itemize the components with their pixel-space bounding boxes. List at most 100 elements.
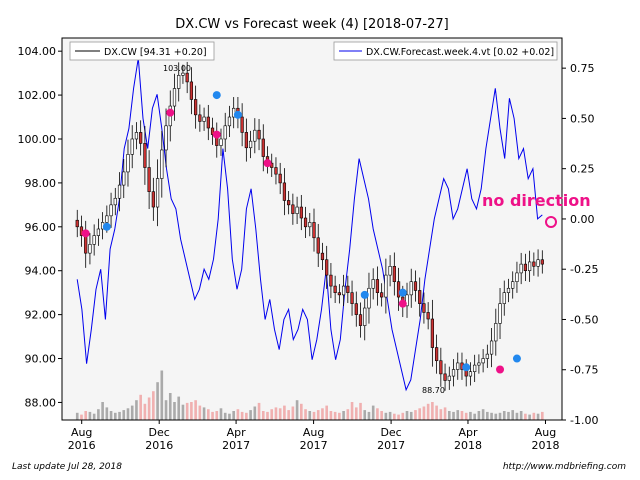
volume-bar [177,396,181,420]
y-left-tick-label: 102.00 [18,89,57,102]
x-tick-label-month: Apr [227,426,247,439]
candle-body [426,312,430,320]
candle-body [325,259,329,276]
candle-body [363,307,367,326]
buy-signal-marker [462,363,471,372]
y-right-tick-label: -0.25 [570,263,598,276]
volume-bar [240,411,244,420]
legend-right-label: DX.CW.Forecast.week.4.vt [0.02 +0.02] [366,47,554,58]
candle-body [177,75,181,89]
candle-body [540,259,544,265]
candle-body [506,287,511,293]
candle-body [160,149,164,179]
candle-body [248,140,253,149]
volume-bar [431,402,434,420]
candle-body [223,125,227,140]
candle-body [219,138,223,146]
candle-body [375,279,380,293]
candle-body [456,362,460,370]
candle-body [443,373,447,381]
volume-bar [498,412,502,420]
volume-bar [397,414,400,420]
candle-body [346,285,350,293]
volume-bar [266,411,269,420]
volume-bar [439,409,443,420]
volume-bar [338,412,341,420]
volume-bar [228,413,231,420]
candle-body [88,244,92,254]
y-right-tick-label: 0.50 [570,112,595,125]
volume-bar [249,410,252,420]
volume-bar [418,408,422,420]
candle-body [274,167,278,175]
volume-bar [198,405,202,420]
x-tick-label-month: Dec [380,426,401,439]
candle-body [329,274,333,287]
volume-bar [274,407,278,420]
y-left-tick-label: 98.00 [25,177,57,190]
volume-bar [190,402,193,420]
candle-body [528,261,532,272]
volume-bar [135,400,138,420]
sell-signal-marker [496,365,505,374]
no-direction-label: no direction [482,191,591,210]
chart-title: DX.CW vs Forecast week (4) [2018-07-27] [175,17,448,32]
candle-body [164,125,168,151]
x-tick-label-year: 2017 [222,439,250,452]
x-tick-label-month: Apr [458,426,478,439]
volume-bar [139,394,142,420]
volume-bar [422,406,426,420]
candle-body [333,285,337,293]
volume-bar [511,410,515,420]
x-tick-label-year: 2016 [145,439,173,452]
candle-body [303,217,308,228]
volume-bar [490,412,493,420]
candle-body [126,154,130,173]
x-tick-label-year: 2018 [531,439,559,452]
volume-bar [502,411,506,420]
buy-signal-marker [360,290,369,299]
candle-body [358,314,363,326]
candle-body [434,347,439,362]
volume-bar [367,411,371,420]
sell-signal-marker [81,229,90,238]
candle-body [143,143,147,168]
volume-bar [160,370,164,420]
y-right-tick-label: -1.00 [570,414,598,427]
volume-bar [164,400,168,420]
volume-bar [486,411,489,420]
candle-body [155,178,160,208]
volume-bar [211,411,214,420]
volume-bar [354,407,358,420]
candle-body [227,116,232,127]
x-tick-label-year: 2017 [300,439,328,452]
source-url[interactable]: http://www.mdbriefing.com [502,462,626,472]
candle-body [151,191,155,208]
volume-bar [528,414,531,420]
candle-body [354,303,358,315]
candle-body [502,292,506,304]
volume-bar [384,412,388,420]
candle-body [194,99,198,116]
candle-body [257,129,261,140]
volume-bar [507,411,510,420]
volume-bar [536,413,540,420]
candle-body [278,173,282,184]
volume-bar [194,400,197,420]
candle-body [489,340,494,355]
volume-bar [173,402,176,420]
candle-body [253,129,257,142]
candle-body [337,292,341,296]
volume-bar [316,410,320,420]
candle-body [371,279,375,289]
candle-body [147,167,151,192]
candle-body [341,285,346,296]
volume-bar [524,413,527,420]
x-tick-label-month: Aug [71,426,92,439]
candle-body [498,303,502,324]
volume-bar [401,412,405,420]
candle-body [109,204,113,217]
volume-bar [409,411,413,420]
candle-body [202,116,206,122]
y-left-tick-label: 94.00 [25,265,57,278]
